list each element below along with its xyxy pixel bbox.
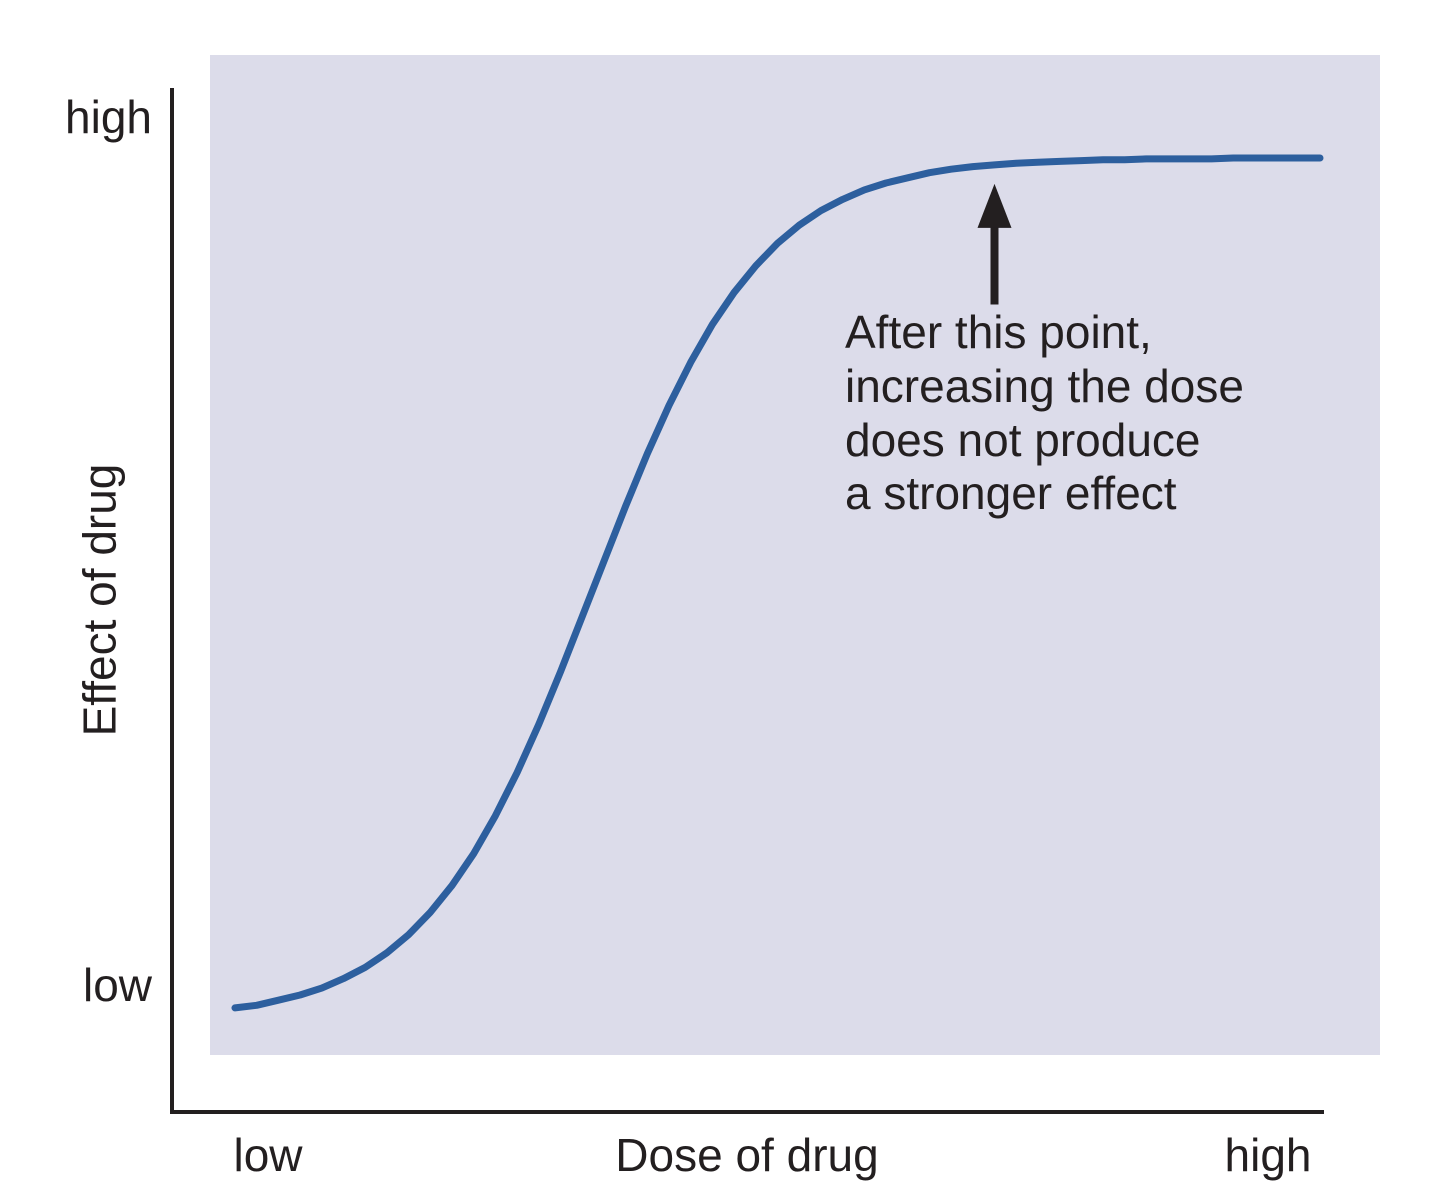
- y-tick-label-low: low: [82, 959, 152, 1011]
- x-axis-title: Dose of drug: [615, 1129, 879, 1181]
- annotation-arrow-head: [977, 183, 1012, 228]
- y-tick-label-high: high: [65, 91, 152, 143]
- annotation-arrow: [977, 183, 1012, 305]
- y-axis-title: Effect of drug: [73, 463, 126, 737]
- annotation-text: After this point, increasing the dose do…: [845, 306, 1244, 520]
- x-tick-label-high: high: [1224, 1129, 1312, 1181]
- x-tick-label-low: low: [233, 1129, 303, 1181]
- plot-area: [210, 55, 1380, 1055]
- dose-response-curve: [231, 154, 1324, 1012]
